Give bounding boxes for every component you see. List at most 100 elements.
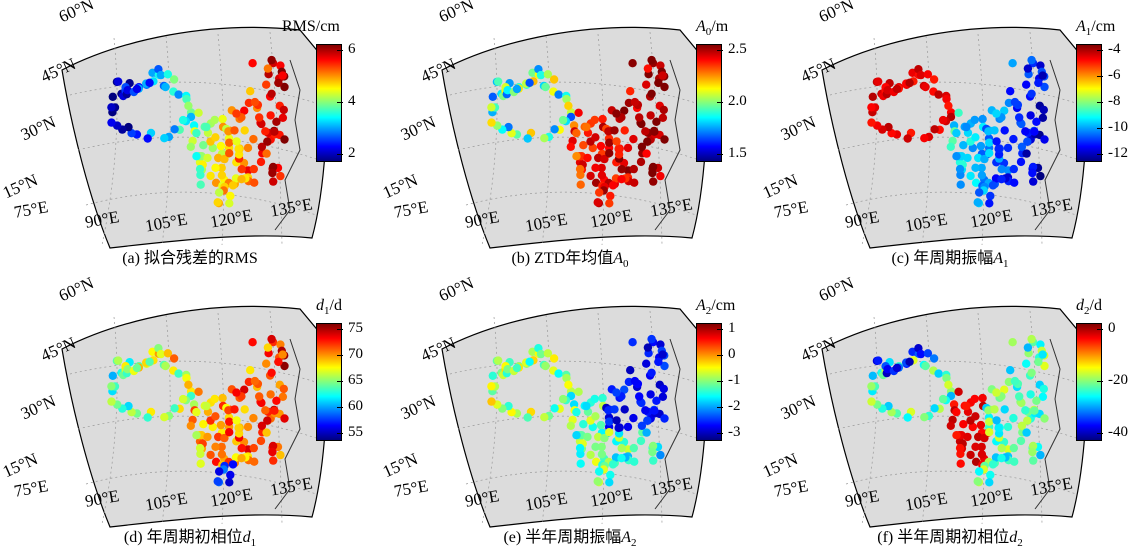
- station-point: [572, 431, 581, 440]
- station-point: [248, 59, 257, 68]
- station-point: [487, 382, 496, 391]
- station-point: [591, 133, 600, 142]
- station-point: [234, 144, 243, 154]
- station-point: [942, 94, 951, 104]
- station-point: [923, 349, 933, 358]
- station-point: [1023, 343, 1033, 352]
- station-point: [123, 86, 132, 95]
- station-point: [971, 412, 980, 421]
- station-point: [588, 143, 597, 153]
- colorbar-tick-label: 60: [337, 398, 363, 414]
- station-point: [973, 477, 982, 486]
- station-point: [562, 373, 571, 383]
- station-point: [225, 478, 234, 487]
- station-point: [262, 149, 271, 158]
- station-point: [605, 199, 614, 208]
- station-point: [228, 181, 238, 190]
- parallel-line: [845, 191, 1077, 216]
- station-point: [225, 138, 234, 147]
- coastline: [654, 59, 681, 231]
- meridian-line: [921, 35, 931, 246]
- station-point: [630, 376, 640, 386]
- station-point: [944, 380, 953, 389]
- station-point: [549, 75, 559, 84]
- station-point: [643, 416, 652, 425]
- colorbar-tick-label: 4: [337, 93, 356, 109]
- station-point: [977, 442, 986, 452]
- station-point: [114, 356, 123, 365]
- station-point: [956, 180, 965, 189]
- station-point: [658, 71, 667, 80]
- station-point: [107, 103, 116, 112]
- station-point: [660, 414, 669, 423]
- station-point: [256, 157, 266, 167]
- station-point: [1008, 338, 1017, 347]
- station-point: [597, 450, 607, 459]
- station-point: [952, 407, 961, 417]
- station-point: [883, 86, 892, 95]
- station-point: [228, 460, 238, 469]
- station-point: [976, 141, 986, 151]
- station-point: [1026, 390, 1035, 399]
- station-point: [930, 404, 939, 413]
- station-point: [558, 394, 568, 404]
- station-point: [1039, 384, 1048, 394]
- station-point: [554, 369, 563, 378]
- station-point: [1016, 436, 1026, 446]
- station-point: [650, 127, 659, 136]
- station-point: [988, 460, 998, 469]
- station-point: [1022, 428, 1031, 437]
- station-point: [658, 113, 668, 123]
- station-point: [980, 154, 989, 164]
- station-point: [952, 431, 961, 440]
- station-point: [916, 349, 926, 359]
- station-point: [614, 144, 623, 154]
- station-point: [512, 363, 522, 373]
- meridian-line: [861, 316, 878, 525]
- station-point: [1017, 142, 1027, 151]
- station-point: [194, 387, 203, 396]
- parallel-line: [77, 136, 320, 161]
- station-point: [178, 394, 188, 404]
- station-point: [963, 432, 972, 442]
- coastline: [274, 59, 301, 231]
- station-point: [956, 459, 965, 468]
- station-point: [642, 428, 651, 437]
- station-point: [977, 171, 987, 180]
- station-point: [617, 165, 626, 174]
- station-point: [598, 393, 607, 403]
- station-point: [966, 171, 975, 181]
- station-point: [536, 70, 546, 80]
- station-point: [652, 117, 661, 127]
- station-point: [968, 422, 977, 432]
- station-point: [240, 405, 249, 414]
- station-point: [946, 142, 955, 151]
- station-point: [232, 137, 241, 146]
- station-point: [977, 163, 986, 173]
- parallel-line: [457, 415, 700, 440]
- station-point: [988, 181, 998, 190]
- station-point: [237, 165, 246, 174]
- panel-caption: (e) 半年周期振幅A2: [503, 529, 637, 550]
- station-point: [269, 177, 278, 186]
- station-point: [145, 357, 154, 366]
- station-point: [654, 357, 663, 367]
- station-point: [649, 456, 658, 465]
- station-point: [237, 444, 246, 453]
- station-point: [206, 450, 215, 460]
- station-point: [874, 356, 883, 365]
- colorbar-title: d2/d: [1076, 297, 1102, 318]
- station-point: [642, 149, 651, 158]
- station-point: [635, 113, 644, 122]
- station-point: [660, 82, 669, 92]
- map-panel-d: 60°N 45°N 30°N 15°N 75°E 90°E 105°E 120°E 135°E d…: [0, 273, 380, 557]
- station-point: [596, 420, 606, 430]
- station-point: [218, 393, 227, 403]
- station-point: [628, 338, 637, 347]
- station-point: [1008, 59, 1017, 68]
- station-point: [240, 126, 249, 135]
- station-point: [232, 416, 241, 425]
- station-point: [195, 443, 205, 453]
- station-point: [868, 371, 877, 380]
- station-point: [250, 376, 260, 386]
